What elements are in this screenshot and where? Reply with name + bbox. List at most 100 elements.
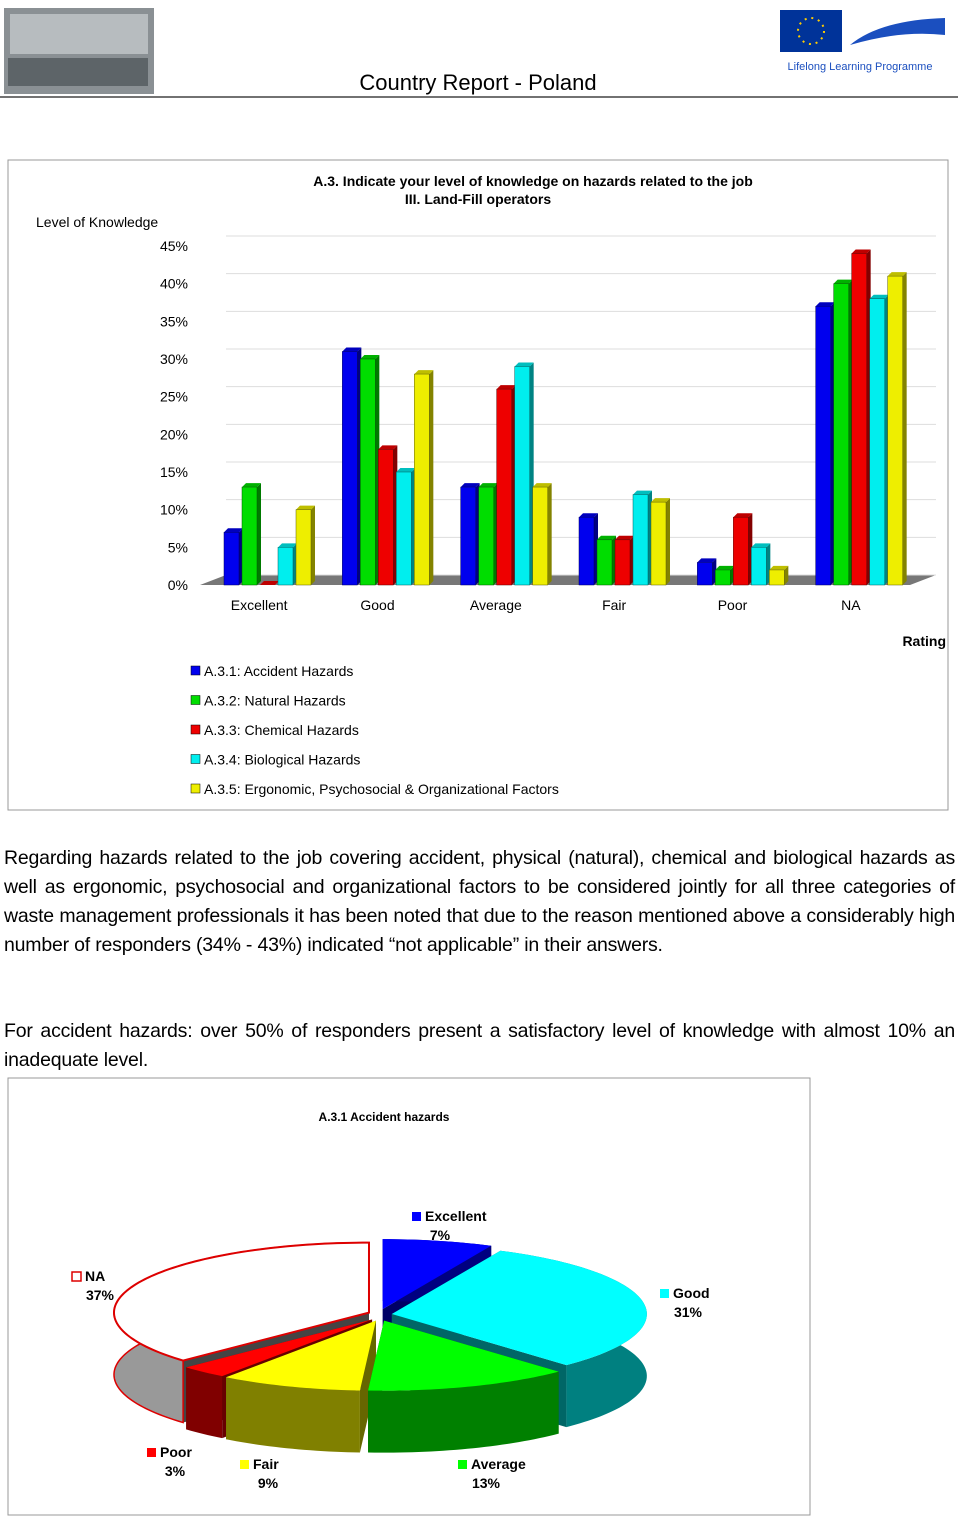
bar-top [751,543,771,548]
bar-front [223,532,240,586]
bar-top [260,581,279,585]
x-axis-label: Rating [902,633,946,649]
bar [460,483,480,586]
chart-title: A.3. Indicate your level of knowledge on… [313,173,753,189]
bar-top [651,498,670,503]
bar-front [277,547,294,586]
bar-top [769,565,789,570]
bar-side [311,505,315,585]
bar-front [650,501,667,586]
bar-front [833,283,849,586]
bar [414,370,434,586]
bar-top [733,513,753,518]
bar [697,558,717,586]
y-tick-label: 15% [160,464,188,480]
bar-side [257,483,261,585]
programme: Lifelong Learning Programme [788,61,933,73]
bar-front [578,516,595,586]
bar-top [360,355,380,359]
slice-category: Poor [160,1444,192,1460]
legend-swatch [240,1460,249,1469]
bar [887,272,907,586]
chart-frame [7,159,949,811]
eu-flag [780,10,842,52]
bar [851,249,871,586]
bar-top [242,483,261,488]
bar-top [633,490,652,495]
legend-label: A.3.4: Biological Hazards [204,752,360,768]
paragraph: Regarding hazards related to the job cov… [4,847,955,956]
slice-value: 3% [165,1463,186,1479]
bar-front [460,486,476,586]
bar [578,513,598,586]
paragraph: For accident hazards: over 50% of respon… [4,1020,955,1071]
llp-logo [850,18,945,45]
bar-side [666,498,670,585]
legend-swatch [71,1271,82,1282]
bar [396,468,416,586]
bar-top [224,528,243,533]
bar [378,445,398,586]
bar-front [514,366,530,586]
bar-front [851,253,867,586]
bar-top [278,543,297,548]
slice-category: Good [673,1285,710,1301]
bar-side [902,272,907,585]
bar-top [597,535,616,540]
legend-swatch [190,695,201,705]
bar [751,543,771,586]
y-tick-label: 35% [160,313,188,329]
bar-side [429,370,434,585]
slice-category: Excellent [425,1208,487,1224]
y-tick-label: 20% [160,426,188,442]
header: Lifelong Learning Programme Country Repo… [0,8,958,98]
bar-front [378,449,394,586]
bar-front [360,358,376,586]
chart-subtitle: III. Land-Fill operators [405,191,551,207]
x-tick-label: NA [841,597,861,613]
bar-front [396,471,412,586]
slice-side [226,1377,360,1453]
pie-slice [226,1320,376,1453]
bar-front [496,388,512,586]
bar-front [295,509,312,586]
bar-front [532,486,548,586]
bar-top [715,565,735,570]
slice-top [226,1320,376,1391]
y-tick-label: 10% [160,502,188,518]
slice-side [368,1371,559,1453]
legend-swatch [190,724,201,735]
bar-top [532,483,552,488]
page-title: Country Report - Poland [359,70,596,95]
eu-stars [797,17,825,45]
logo-image [10,14,148,54]
bar [223,528,243,586]
slice-side [186,1367,223,1439]
bar [514,362,534,586]
slice-value: 31% [674,1304,703,1320]
bar-side [784,565,789,585]
chart-title: A.3.1 Accident hazards [319,1110,450,1124]
bar [715,565,735,586]
x-tick-label: Fair [602,597,626,613]
bar-front [697,562,713,586]
bar-front [614,539,631,586]
bar [360,355,380,586]
slice-top [391,1250,647,1366]
bar-front [769,569,785,586]
slice-top [186,1319,373,1377]
bar-front [632,494,649,586]
bar-front [815,306,831,586]
bar-top [396,468,416,472]
legend-label: A.3.1: Accident Hazards [204,663,353,679]
legend-swatch [412,1212,421,1221]
slice-value: 37% [86,1287,115,1303]
bar [650,498,670,586]
bar-top [615,535,634,540]
bar [295,505,315,586]
pie-chart: A.3.1 Accident hazards Excellent 7% Good 31%… [7,1077,811,1516]
bar [733,513,753,586]
bar-front [751,547,767,586]
bar [833,279,853,586]
bar-top [514,362,534,367]
